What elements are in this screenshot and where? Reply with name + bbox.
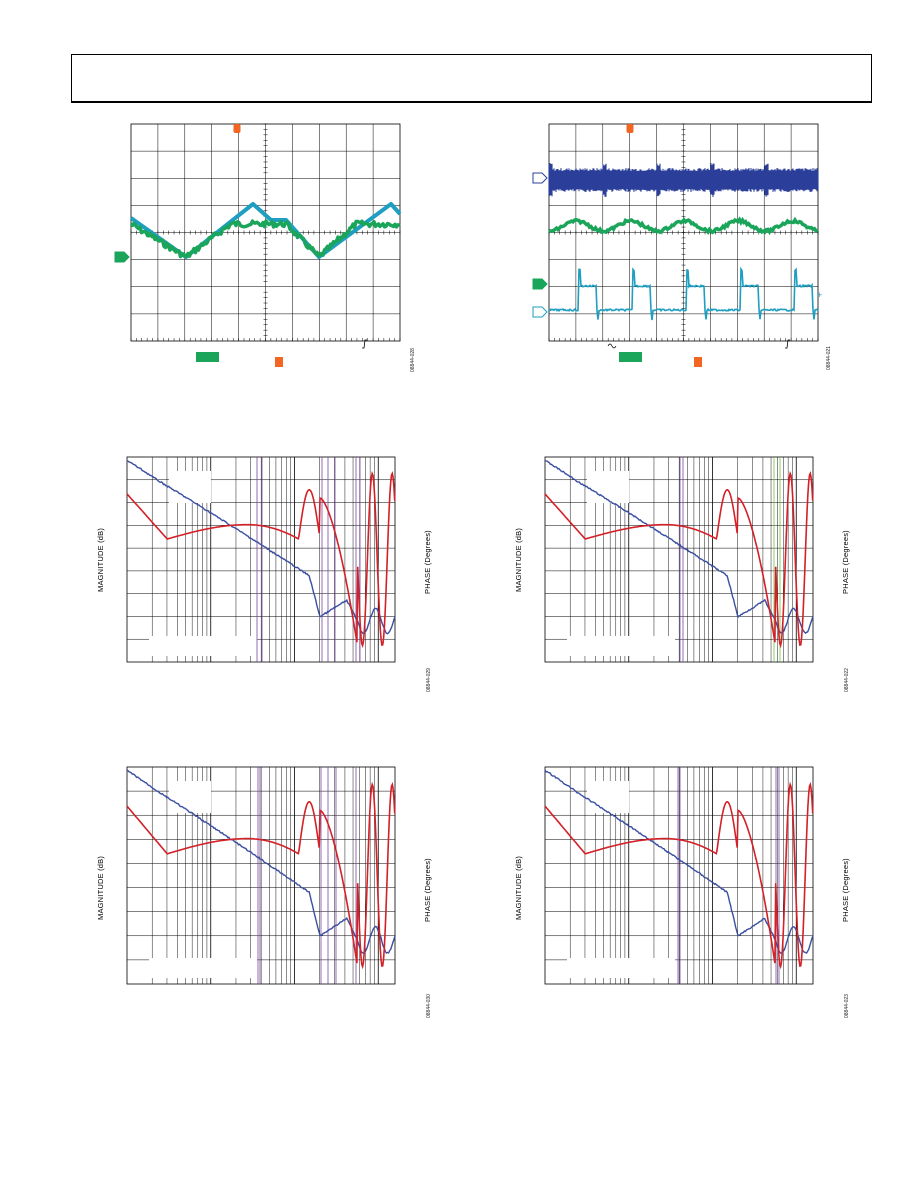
- channel-1-trace: [129, 219, 401, 259]
- annotation-mask: [149, 958, 257, 978]
- trigger-marker-icon: [626, 124, 634, 133]
- channel-1-trace: [548, 216, 819, 236]
- phase-trace: [126, 470, 396, 649]
- annotation-mask: [567, 958, 675, 978]
- bode-plot: [544, 456, 814, 663]
- figure-code: 08844-028: [410, 348, 416, 372]
- bode-panel-bottom-left: MAGNITUDE (dB) PHASE (Degrees) 08844-030: [90, 762, 440, 1022]
- scope-panel-right: + 08844-021: [528, 120, 832, 380]
- ac-coupling-icon: [607, 343, 617, 349]
- page-header-box: [71, 54, 872, 103]
- channel-marker-icon: [114, 251, 130, 263]
- trigger-marker-icon: [233, 124, 241, 133]
- scope-screen-right: +: [532, 123, 822, 367]
- trigger-position-icon: [694, 357, 702, 367]
- phase-trace: [544, 470, 814, 649]
- magnitude-axis-label: MAGNITUDE (dB): [514, 527, 523, 592]
- channel-1-badge-icon: [196, 352, 219, 362]
- scope-screen-left: [114, 123, 402, 367]
- channel-marker-icon: [532, 278, 548, 290]
- channel-marker-icon: [532, 172, 548, 184]
- trigger-edge-icon: [362, 339, 367, 349]
- phase-axis-label: PHASE (Degrees): [423, 530, 432, 594]
- bode-plot: [126, 456, 396, 663]
- annotation-mask: [587, 471, 629, 503]
- bode-plot: [126, 766, 396, 985]
- bode-panel-mid-left: MAGNITUDE (dB) PHASE (Degrees) 08844-029: [90, 452, 440, 702]
- bode-panel-mid-right: MAGNITUDE (dB) PHASE (Degrees) 08844-022: [508, 452, 858, 702]
- bode-panel-bottom-right: MAGNITUDE (dB) PHASE (Degrees) 08844-023: [508, 762, 858, 1022]
- figure-code: 08844-021: [826, 346, 832, 370]
- annotation-mask: [587, 781, 629, 813]
- trigger-position-icon: [275, 357, 283, 367]
- channel-marker-icon: [532, 306, 548, 318]
- phase-axis-label: PHASE (Degrees): [841, 858, 850, 922]
- channel-1-badge-icon: [619, 352, 642, 362]
- phase-trace: [126, 781, 396, 970]
- annotation-mask: [149, 636, 257, 656]
- channel-2-trace: [548, 266, 819, 321]
- figure-code: 08844-022: [844, 668, 850, 692]
- scope-panel-left: 08844-028: [110, 120, 416, 380]
- phase-axis-label: PHASE (Degrees): [423, 858, 432, 922]
- phase-trace: [544, 781, 814, 970]
- channel-2-offset-icon: +: [817, 290, 822, 300]
- annotation-mask: [169, 781, 211, 813]
- figure-code: 08844-029: [426, 668, 432, 692]
- phase-axis-label: PHASE (Degrees): [841, 530, 850, 594]
- magnitude-axis-label: MAGNITUDE (dB): [514, 855, 523, 920]
- magnitude-axis-label: MAGNITUDE (dB): [96, 527, 105, 592]
- annotation-mask: [567, 636, 675, 656]
- bode-plot: [544, 766, 814, 985]
- figure-code: 08844-030: [426, 994, 432, 1018]
- trigger-edge-icon: [785, 339, 790, 349]
- figure-code: 08844-023: [844, 994, 850, 1018]
- annotation-mask: [169, 471, 211, 503]
- magnitude-axis-label: MAGNITUDE (dB): [96, 855, 105, 920]
